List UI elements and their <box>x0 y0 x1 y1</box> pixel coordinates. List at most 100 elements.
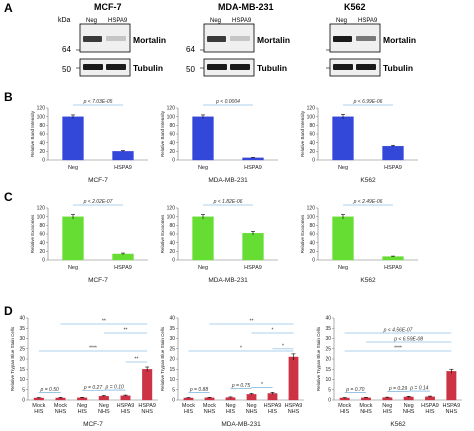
y-tick-label: 15 <box>325 367 331 373</box>
y-tick-label: 80 <box>169 123 175 129</box>
y-tick-label: 5 <box>22 387 25 393</box>
band-mortalin-hspa9 <box>106 36 126 41</box>
significance-label: ** <box>124 328 128 334</box>
x-category-label: Mock <box>54 403 67 409</box>
bar <box>142 369 153 401</box>
y-tick-label: 60 <box>309 132 315 138</box>
y-tick-label: 100 <box>37 114 46 120</box>
y-tick-label: 60 <box>309 232 315 238</box>
lane-label: Neg <box>336 18 347 24</box>
chart-d-mda-mb-231: 0 5 10 15 20 25 30 35 40 Relative Trypan Blue Sta… <box>160 316 304 428</box>
y-tick-label: 60 <box>39 232 45 238</box>
y-tick-label: 15 <box>19 367 25 373</box>
y-tick-label: 40 <box>169 240 175 246</box>
x-category-label: NHS <box>141 409 153 415</box>
y-tick-label: 100 <box>307 114 316 120</box>
mw-marker: 64 <box>186 45 195 54</box>
y-tick-label: 120 <box>167 206 176 212</box>
band-mortalin-neg <box>83 36 102 42</box>
y-tick-label: 25 <box>19 346 25 352</box>
x-category-label: NHS <box>360 409 372 415</box>
bar <box>288 356 299 401</box>
band-tubulin-hspa9 <box>106 64 126 70</box>
y-tick-label: 40 <box>39 240 45 246</box>
band-tubulin-neg <box>333 64 353 70</box>
y-tick-label: 30 <box>325 336 331 342</box>
y-tick-label: 20 <box>169 357 175 363</box>
significance-label: ** <box>250 319 254 325</box>
x-category-label: NHS <box>446 409 458 415</box>
blot-cell-name: K562 <box>344 2 366 12</box>
y-tick-label: 80 <box>309 123 315 129</box>
y-tick-label: 25 <box>169 346 175 352</box>
x-category-label: HSPA9 <box>244 165 262 171</box>
chart-cell-name: MCF-7 <box>88 277 108 284</box>
x-category-label: HSPA9 <box>138 403 156 409</box>
panel-label-c: C <box>4 190 13 204</box>
protein-label: Tubulin <box>133 63 163 73</box>
y-tick-label: 80 <box>39 123 45 129</box>
band-mortalin-neg <box>207 36 226 42</box>
y-tick-label: 60 <box>169 232 175 238</box>
y-axis-label: Relative Exosomes <box>30 214 35 253</box>
chart-cell-name: MDA-MB-231 <box>208 277 248 284</box>
y-tick-label: 120 <box>307 206 316 212</box>
bar <box>192 216 214 261</box>
blot-cell-name: MCF-7 <box>94 2 122 12</box>
y-tick-label: 10 <box>169 377 175 383</box>
significance-label: p = 0.88 <box>189 387 208 393</box>
x-category-label: NHS <box>288 409 300 415</box>
y-tick-label: 120 <box>37 206 46 212</box>
bar <box>382 256 404 261</box>
y-tick-label: 20 <box>169 249 175 255</box>
bar <box>62 216 84 261</box>
y-tick-label: 0 <box>312 258 315 264</box>
y-tick-label: 0 <box>172 258 175 264</box>
y-axis-label: Relative Exosomes <box>160 214 165 253</box>
x-category-label: Mock <box>182 403 195 409</box>
protein-label: Mortalin <box>133 35 166 45</box>
significance-label: p = 0.27 <box>83 385 102 391</box>
protein-label: Mortalin <box>257 35 290 45</box>
chart-cell-name: MDA-MB-231 <box>208 177 248 184</box>
x-category-label: NHS <box>246 409 258 415</box>
y-tick-label: 5 <box>172 387 175 393</box>
x-category-label: HIS <box>268 409 278 415</box>
x-category-label: Neg <box>99 403 109 409</box>
y-tick-label: 20 <box>325 357 331 363</box>
band-mortalin-hspa9 <box>356 36 376 41</box>
y-tick-label: 0 <box>172 158 175 164</box>
x-category-label: HIS <box>340 409 350 415</box>
x-category-label: HIS <box>383 409 393 415</box>
chart-cell-name: MDA-MB-231 <box>221 421 261 428</box>
bar <box>112 151 134 161</box>
y-axis-label: Relative Exosomes <box>300 214 305 253</box>
significance-label: ** <box>102 319 106 325</box>
chart-cell-name: K562 <box>360 277 376 284</box>
y-axis-label: Relative Trypan Blue Stain Cells <box>10 326 15 391</box>
blot-box-tubulin <box>329 58 381 77</box>
x-category-label: Mock <box>338 403 351 409</box>
bar <box>332 216 354 261</box>
p-value-label: p < 7.03E-05 <box>83 99 113 105</box>
y-tick-label: 20 <box>39 149 45 155</box>
y-tick-label: 60 <box>169 132 175 138</box>
chart-cell-name: K562 <box>390 421 406 428</box>
y-tick-label: 40 <box>19 316 25 322</box>
band-mortalin-neg <box>333 36 352 42</box>
y-tick-label: 0 <box>172 398 175 404</box>
y-tick-label: 80 <box>169 223 175 229</box>
y-tick-label: 40 <box>39 140 45 146</box>
y-axis-label: Relative Band Intensity <box>30 110 35 157</box>
x-category-label: Mock <box>203 403 216 409</box>
y-tick-label: 0 <box>312 158 315 164</box>
x-category-label: HSPA9 <box>244 265 262 271</box>
y-axis-label: Relative Band Intensity <box>300 110 305 157</box>
y-tick-label: 120 <box>37 106 46 112</box>
y-tick-label: 40 <box>169 140 175 146</box>
panel-label-d: D <box>4 304 13 318</box>
blot-mda-mb-231: MDA-MB-231 Neg HSPA9 64 50 Mortalin Tubulin <box>186 2 290 77</box>
chart-d-mcf-7: 0 5 10 15 20 25 30 35 40 Relative Trypan Blue Sta… <box>10 316 158 428</box>
